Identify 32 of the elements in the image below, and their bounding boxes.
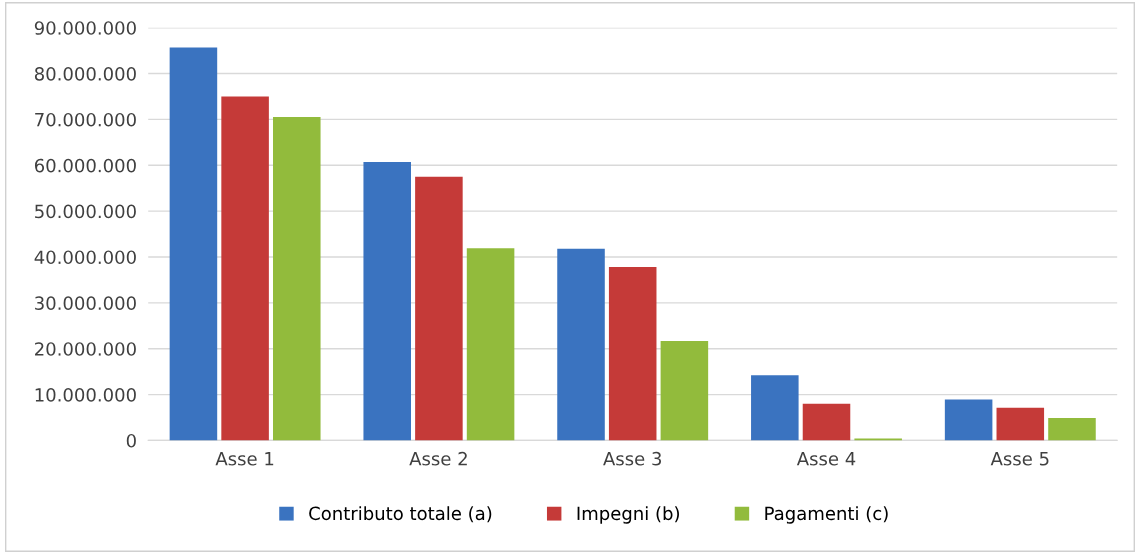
x-tick-label: Asse 1 [215, 452, 274, 466]
y-tick-label: 50.000.000 [35, 204, 136, 219]
x-tick-label: Asse 4 [796, 452, 856, 466]
bar [466, 248, 515, 441]
bar [169, 47, 218, 441]
legend-label: Pagamenti (c) [765, 506, 888, 524]
bar [944, 399, 993, 441]
bar [557, 248, 605, 441]
y-tick-label: 90.000.000 [34, 21, 136, 35]
legend-label: Contributo totale (a) [309, 506, 492, 523]
bar [751, 375, 799, 441]
bar [415, 176, 463, 441]
y-tick-label: 40.000.000 [34, 250, 136, 265]
bar [1048, 417, 1096, 441]
y-tick-label: 80.000.000 [34, 67, 136, 81]
x-tick-label: Asse 3 [603, 451, 661, 466]
bar [363, 162, 411, 441]
x-tick-label: Asse 5 [990, 452, 1049, 466]
bar [802, 403, 851, 441]
y-tick-label: 0 [126, 433, 136, 448]
x-tick-label: Asse 2 [409, 451, 467, 466]
y-tick-label: 70.000.000 [35, 112, 136, 127]
bar [273, 117, 321, 441]
y-tick-label: 20.000.000 [35, 342, 136, 356]
bar [996, 407, 1045, 441]
bar [221, 96, 269, 441]
bar [660, 340, 709, 441]
y-tick-label: 60.000.000 [34, 158, 136, 173]
bar [608, 267, 657, 441]
y-tick-label: 30.000.000 [35, 296, 136, 310]
y-tick-label: 10.000.000 [35, 388, 136, 402]
legend-label: Impegni (b) [577, 506, 679, 524]
